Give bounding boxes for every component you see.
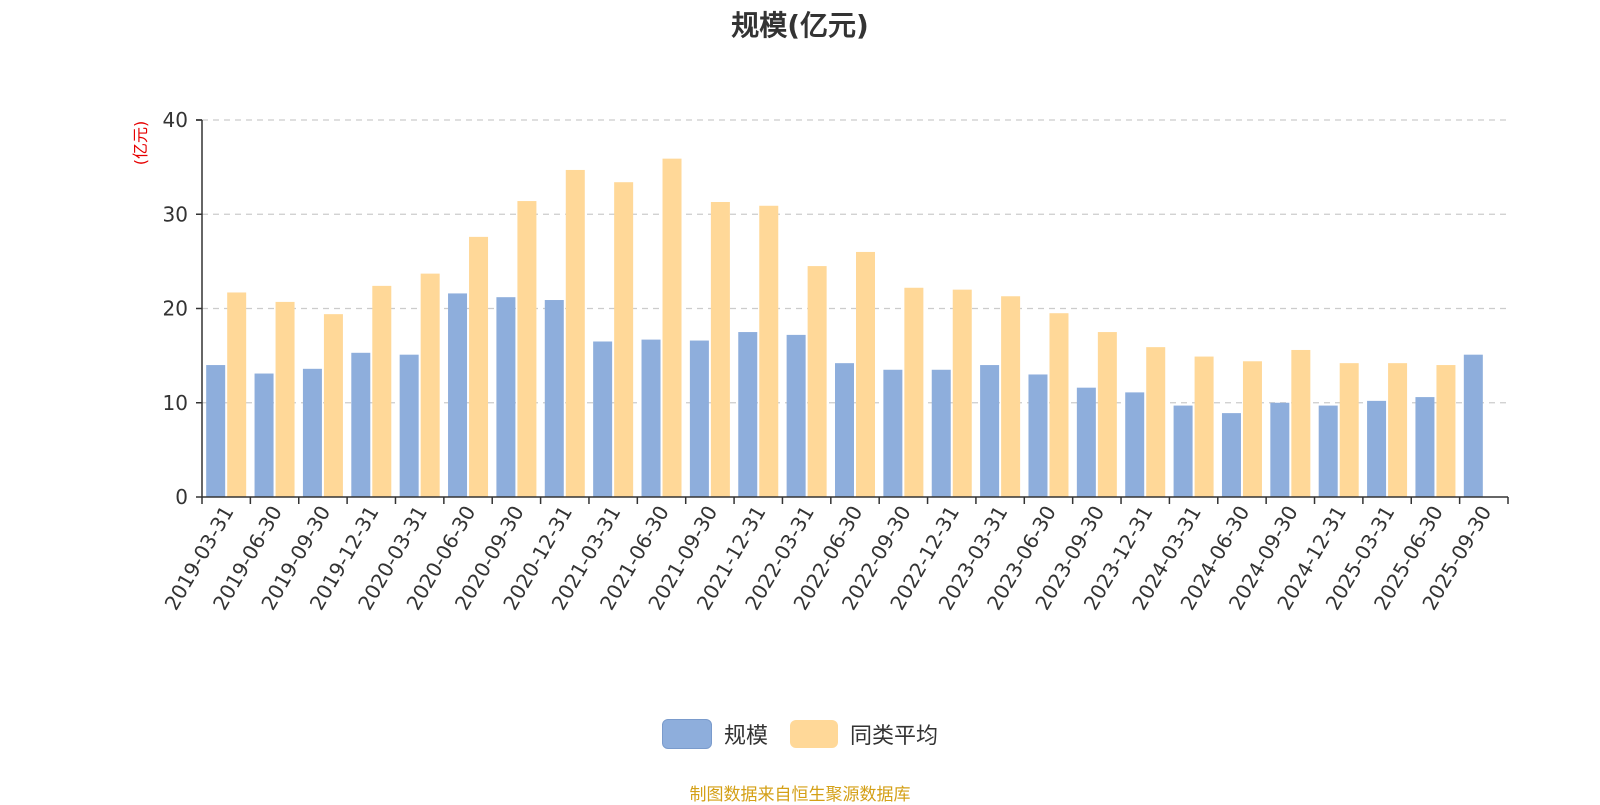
- bars: [206, 158, 1483, 497]
- bar-scale[interactable]: [641, 339, 661, 497]
- bar-peer-average[interactable]: [1194, 356, 1214, 497]
- bar-scale[interactable]: [593, 341, 613, 497]
- bar-peer-average[interactable]: [469, 236, 489, 497]
- bar-scale[interactable]: [689, 340, 709, 497]
- bar-scale[interactable]: [1270, 402, 1290, 497]
- bar-scale[interactable]: [544, 300, 564, 497]
- bar-scale[interactable]: [448, 293, 468, 497]
- bar-scale[interactable]: [1221, 413, 1241, 497]
- bar-scale[interactable]: [1415, 397, 1435, 497]
- bar-peer-average[interactable]: [1291, 349, 1311, 497]
- bar-peer-average[interactable]: [323, 314, 343, 497]
- bar-peer-average[interactable]: [952, 289, 972, 497]
- bar-peer-average[interactable]: [1097, 332, 1117, 497]
- legend-label-scale: 规模: [723, 724, 768, 749]
- bar-scale[interactable]: [835, 363, 854, 497]
- y-tick-label: 40: [163, 108, 188, 132]
- y-tick-label: 30: [163, 202, 188, 226]
- bar-scale[interactable]: [1028, 374, 1048, 497]
- x-tick-labels: 2019-03-312019-06-302019-09-302019-12-31…: [160, 501, 1497, 614]
- legend-label-peer-average: 同类平均: [850, 724, 939, 749]
- bar-scale[interactable]: [206, 365, 226, 497]
- bar-scale[interactable]: [1173, 405, 1193, 497]
- bar-peer-average[interactable]: [1001, 296, 1021, 497]
- bar-scale[interactable]: [1125, 392, 1145, 497]
- legend-item-peer-average[interactable]: 同类平均: [790, 718, 938, 750]
- bar-peer-average[interactable]: [759, 205, 779, 497]
- bar-scale[interactable]: [738, 332, 758, 497]
- bar-peer-average[interactable]: [565, 169, 585, 497]
- bar-peer-average[interactable]: [904, 287, 924, 497]
- bar-peer-average[interactable]: [517, 201, 537, 497]
- bar-peer-average[interactable]: [1242, 361, 1262, 497]
- bar-peer-average[interactable]: [275, 301, 295, 497]
- bar-scale[interactable]: [1318, 405, 1338, 497]
- bar-scale[interactable]: [1076, 387, 1096, 497]
- bar-peer-average[interactable]: [1388, 363, 1408, 497]
- y-tick-label: 20: [163, 297, 188, 321]
- bar-peer-average[interactable]: [372, 285, 392, 497]
- bar-peer-average[interactable]: [1146, 347, 1166, 497]
- y-tick-labels: 0 10 20 30 40: [163, 108, 188, 509]
- grid-lines: [202, 119, 1508, 404]
- y-axis-label: (亿元): [131, 121, 150, 166]
- legend-swatch-peer-average: [790, 720, 838, 748]
- source-note: 制图数据来自恒生聚源数据库: [689, 785, 911, 805]
- bar-scale[interactable]: [302, 368, 322, 497]
- legend: 规模 同类平均: [0, 718, 1600, 750]
- bar-scale[interactable]: [980, 365, 1000, 497]
- bar-peer-average[interactable]: [420, 273, 440, 497]
- bar-scale[interactable]: [1463, 354, 1483, 497]
- bar-scale[interactable]: [786, 334, 806, 497]
- bar-peer-average[interactable]: [710, 201, 730, 497]
- legend-item-scale[interactable]: 规模: [661, 718, 768, 750]
- bar-peer-average[interactable]: [856, 251, 875, 497]
- bar-peer-average[interactable]: [1049, 313, 1069, 497]
- bar-scale[interactable]: [399, 354, 419, 497]
- bar-scale[interactable]: [931, 369, 951, 497]
- bar-scale[interactable]: [351, 352, 371, 497]
- bar-peer-average[interactable]: [807, 266, 827, 497]
- chart-title: 规模(亿元): [731, 9, 869, 42]
- bar-scale[interactable]: [496, 297, 516, 497]
- y-tick-label: 0: [175, 485, 188, 509]
- bar-peer-average[interactable]: [227, 292, 247, 497]
- axes: [196, 119, 1509, 504]
- legend-swatch-scale: [661, 719, 712, 749]
- bar-scale[interactable]: [883, 369, 903, 497]
- bar-peer-average[interactable]: [614, 182, 634, 497]
- bar-peer-average[interactable]: [1339, 363, 1359, 497]
- y-tick-label: 10: [163, 391, 188, 415]
- bar-peer-average[interactable]: [1436, 365, 1456, 497]
- bar-scale[interactable]: [254, 373, 274, 497]
- bar-scale[interactable]: [1367, 400, 1387, 497]
- bar-peer-average[interactable]: [662, 158, 682, 497]
